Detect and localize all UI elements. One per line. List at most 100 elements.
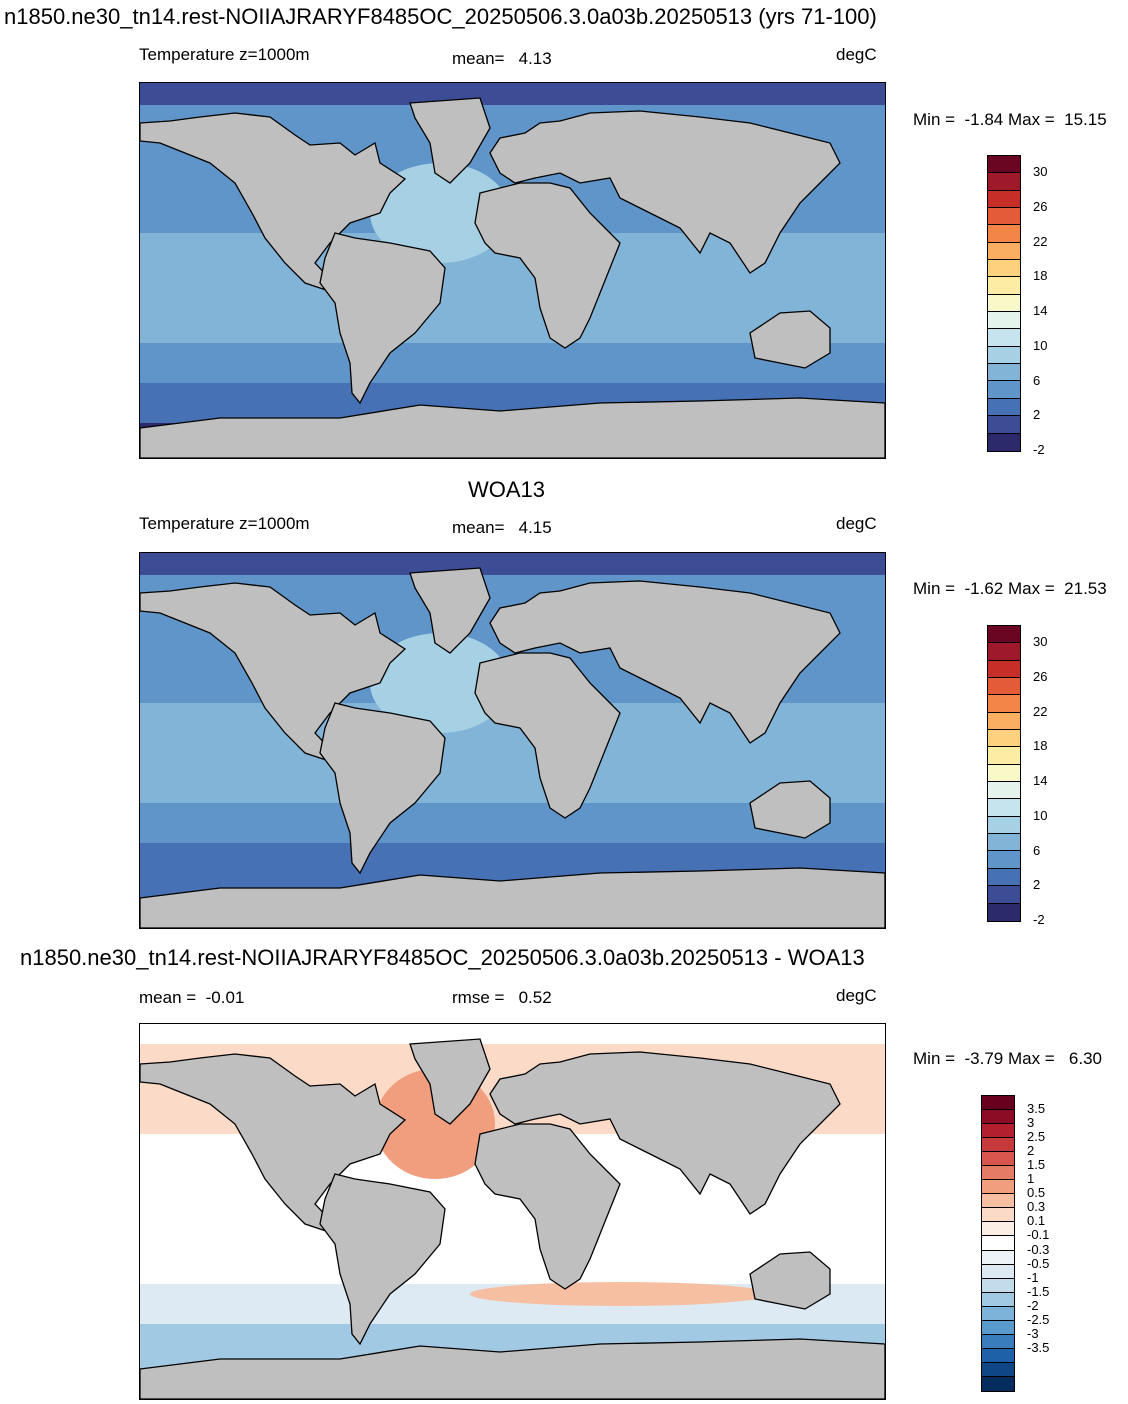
landmass (489, 580, 841, 744)
southern-anomaly-band (470, 1282, 770, 1306)
panel1-mean-label: mean= 4.13 (452, 49, 552, 68)
colorbar-swatch (988, 294, 1020, 313)
colorbar-tick-label: 14 (1033, 773, 1048, 789)
panel3-minmax-label: Min = -3.79 Max = 6.30 (913, 1049, 1102, 1068)
arctic-field-band (140, 83, 885, 105)
panel2-minmax-label: Min = -1.62 Max = 21.53 (913, 579, 1107, 598)
colorbar-tick-label: 1.5 (1027, 1157, 1046, 1173)
atlantic-warm-patch (370, 163, 510, 263)
colorbar-swatch (988, 764, 1020, 783)
colorbar-tick-label: 26 (1033, 199, 1048, 215)
colorbar-swatch (988, 643, 1020, 661)
colorbar-swatch (982, 1180, 1014, 1195)
colorbar-swatch (988, 398, 1020, 417)
landmass (409, 567, 491, 654)
colorbar-swatch (982, 1138, 1014, 1153)
landmass (749, 780, 831, 839)
colorbar-swatch (982, 1236, 1014, 1251)
panel1-units-label: degC (836, 45, 877, 64)
colorbar-tick-label: 22 (1033, 703, 1048, 719)
map-svg (140, 1024, 885, 1399)
landmass (140, 1338, 885, 1399)
colorbar-swatch (988, 626, 1020, 644)
colorbar-swatch (982, 1278, 1014, 1293)
panel3-map (139, 1023, 886, 1400)
colorbar-swatch (988, 834, 1020, 852)
colorbar-tick-label: 18 (1033, 738, 1048, 754)
colorbar-swatch (988, 277, 1020, 295)
colorbar-swatch (988, 225, 1020, 243)
colorbar-tick-label: 1 (1027, 1171, 1035, 1187)
colorbar-swatch (988, 851, 1020, 869)
panel2-mean-label: mean= 4.15 (452, 518, 552, 537)
colorbar-tick-label: 0.3 (1027, 1199, 1046, 1215)
colorbar-swatch (988, 242, 1020, 261)
colorbar-tick-label: 2 (1033, 407, 1041, 423)
colorbar-swatch (982, 1194, 1014, 1209)
colorbar-tick-label: 2.5 (1027, 1129, 1046, 1145)
landmass (489, 1051, 841, 1215)
panel2-map (139, 552, 886, 929)
map-svg (140, 83, 885, 458)
colorbar-swatch (988, 208, 1020, 226)
panel1-variable-label: Temperature z=1000m (139, 45, 310, 64)
colorbar-swatch (988, 886, 1020, 904)
landmass (140, 397, 885, 458)
colorbar-tick-label: 30 (1033, 164, 1048, 180)
panel3-mean-label: mean = -0.01 (139, 988, 245, 1007)
colorbar-swatch (988, 381, 1020, 399)
panel2-title: WOA13 (468, 477, 546, 502)
colorbar-swatch (988, 730, 1020, 748)
landmass (409, 97, 491, 184)
colorbar-swatch (982, 1320, 1014, 1335)
panel3-colorbar (981, 1095, 1015, 1392)
colorbar-swatch (982, 1306, 1014, 1321)
colorbar-swatch (982, 1376, 1014, 1391)
colorbar-swatch (988, 782, 1020, 800)
colorbar-swatch (982, 1208, 1014, 1223)
colorbar-swatch (982, 1124, 1014, 1139)
colorbar-swatch (988, 190, 1020, 209)
colorbar-swatch (982, 1334, 1014, 1349)
colorbar-swatch (988, 816, 1020, 835)
colorbar-swatch (982, 1250, 1014, 1265)
colorbar-tick-label: 3.5 (1027, 1101, 1046, 1117)
colorbar-tick-label: 14 (1033, 303, 1048, 319)
panel3-rmse-label: rmse = 0.52 (452, 988, 552, 1007)
colorbar-tick-label: -2 (1033, 912, 1045, 927)
colorbar-swatch (982, 1096, 1014, 1111)
colorbar-swatch (988, 416, 1020, 434)
landmass (140, 867, 885, 928)
panel3-units-label: degC (836, 986, 877, 1005)
colorbar-swatch (988, 678, 1020, 696)
colorbar-tick-label: 2 (1033, 877, 1041, 893)
colorbar-tick-label: -2 (1033, 442, 1045, 457)
colorbar-swatch (982, 1362, 1014, 1377)
colorbar-swatch (988, 364, 1020, 382)
colorbar-tick-label: 18 (1033, 268, 1048, 284)
atlantic-warm-patch (370, 633, 510, 733)
colorbar-tick-label: 0.1 (1027, 1213, 1046, 1229)
panel1-map (139, 82, 886, 459)
colorbar-swatch (988, 660, 1020, 679)
landmass (489, 110, 841, 274)
landmass (749, 310, 831, 369)
colorbar-tick-label: -1 (1027, 1269, 1039, 1285)
colorbar-tick-label: 26 (1033, 669, 1048, 685)
colorbar-swatch (988, 346, 1020, 365)
colorbar-swatch (982, 1292, 1014, 1307)
landmass (474, 182, 621, 349)
colorbar-tick-label: -0.3 (1027, 1241, 1050, 1257)
panel3-title: n1850.ne30_tn14.rest-NOIIAJRARYF8485OC_2… (20, 945, 865, 970)
colorbar-swatch (982, 1264, 1014, 1279)
colorbar-tick-label: 0.5 (1027, 1185, 1046, 1201)
colorbar-tick-label: -1.5 (1027, 1283, 1050, 1299)
colorbar-tick-label: 10 (1033, 807, 1048, 823)
panel1-minmax-label: Min = -1.84 Max = 15.15 (913, 110, 1107, 129)
landmass (319, 702, 446, 875)
colorbar-swatch (988, 868, 1020, 887)
landmass (409, 1038, 491, 1125)
colorbar-swatch (988, 433, 1020, 451)
landmass (140, 1053, 407, 1236)
panel2-colorbar (987, 625, 1021, 922)
